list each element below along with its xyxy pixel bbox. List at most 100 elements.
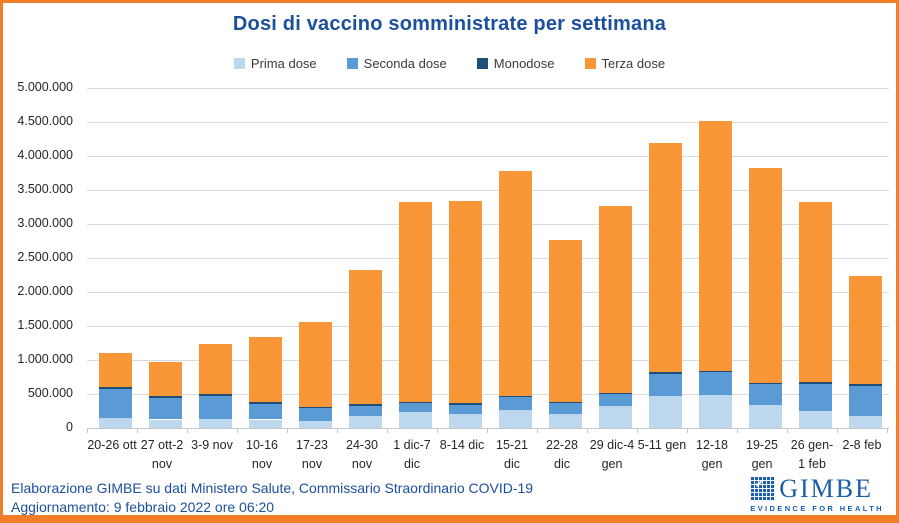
x-axis-category-label: 3-9 nov [191,438,233,452]
x-axis-line [87,428,889,429]
bar-segment-prima-dose [649,396,682,428]
bar-segment-prima-dose [349,416,382,428]
x-axis-category-label: 2-8 feb [842,438,882,452]
x-axis-tick [887,429,888,433]
x-axis-tick [787,429,788,433]
bar-segment-seconda-dose [749,384,782,405]
gridline [87,258,889,259]
x-axis-tick [187,429,188,433]
legend-label: Prima dose [250,56,317,71]
bar-segment-prima-dose [99,417,132,428]
gridline [87,122,889,123]
bar-segment-terza-dose [749,168,782,383]
gridline [87,360,889,361]
chart-title: Dosi di vaccino somministrate per settim… [232,13,667,35]
x-axis-tick [387,429,388,433]
x-axis-category-label: 10-16 nov [246,438,278,472]
x-axis-tick [837,429,838,433]
bar-segment-seconda-dose [449,405,482,415]
x-axis-tick [437,429,438,433]
gridline [87,88,889,89]
bar-segment-terza-dose [699,120,732,371]
x-axis-category-label: 5-11 gen [637,438,687,452]
bar-segment-monodose [149,396,182,398]
gridline [87,156,889,157]
bar-segment-terza-dose [499,170,532,396]
y-axis-tick-label: 3.000.000 [17,216,73,230]
logo-name: GIMBE [779,474,873,503]
x-axis-tick [137,429,138,433]
x-axis-category-label: 24-30 nov [346,438,378,472]
footer-source-text: Elaborazione GIMBE su dati Ministero Sal… [11,480,534,496]
bar-segment-prima-dose [449,414,482,428]
bar-segment-seconda-dose [99,388,132,418]
gridline [87,292,889,293]
bar-segment-terza-dose [399,202,432,402]
y-axis-tick-label: 5.000.000 [17,80,73,94]
x-axis-tick [687,429,688,433]
monodose-swatch-icon [476,58,488,69]
y-axis-tick-label: 500.000 [27,386,73,400]
x-axis-category-label: 19-25 gen [746,438,778,472]
bar-segment-seconda-dose [649,373,682,397]
bar-segment-terza-dose [649,143,682,372]
legend: Prima dose Seconda dose Monodose Terza d… [3,56,896,71]
x-axis-category-label: 1 dic-7 dic [393,438,431,472]
bar-segment-monodose [849,384,882,386]
terza-dose-swatch-icon [584,58,596,69]
x-axis-category-label: 22-28 dic [546,438,578,472]
check-icon: ✔ [755,479,763,489]
x-axis-tick [487,429,488,433]
bar-segment-terza-dose [849,276,882,385]
bar-segment-prima-dose [149,419,182,428]
x-axis-tick [287,429,288,433]
bar-segment-terza-dose [249,336,282,402]
bar-segment-seconda-dose [799,383,832,411]
bar-segment-monodose [799,382,832,384]
gridline [87,326,889,327]
bar-segment-prima-dose [199,418,232,428]
x-axis-category-label: 29 dic-4 gen [589,438,635,472]
x-axis-category-label: 8-14 dic [439,438,485,452]
x-axis-category-label: 15-21 dic [496,438,528,472]
x-axis-category-label: 27 ott-2 nov [140,438,184,472]
bar-segment-terza-dose [549,240,582,403]
gimbe-logo: ✔ GIMBE EVIDENCE FOR HEALTH [750,476,884,513]
y-axis-tick-label: 4.500.000 [17,114,73,128]
bar-segment-monodose [449,403,482,406]
legend-item-seconda-dose: Seconda dose [346,56,447,71]
gridline [87,190,889,191]
bar-segment-prima-dose [549,414,582,428]
bar-segment-seconda-dose [849,385,882,416]
bar-segment-prima-dose [299,420,332,428]
footer-update-text: Aggiornamento: 9 febbraio 2022 ore 06:20 [11,499,275,515]
bar-segment-terza-dose [149,362,182,397]
bar-segment-terza-dose [599,206,632,393]
bar-segment-seconda-dose [599,394,632,406]
x-axis-category-label: 17-23 nov [296,438,328,472]
y-axis-tick-label: 3.500.000 [17,182,73,196]
x-axis-category-label: 20-26 ott [87,438,137,452]
bar-segment-monodose [649,371,682,374]
x-axis-tick [637,429,638,433]
x-axis-tick [87,429,88,433]
logo-tagline: EVIDENCE FOR HEALTH [750,504,884,513]
y-axis-tick-label: 2.000.000 [17,284,73,298]
bar-segment-seconda-dose [249,403,282,420]
x-axis-tick [237,429,238,433]
bar-segment-seconda-dose [149,397,182,420]
bar-segment-prima-dose [699,394,732,428]
x-axis-category-label: 12-18 gen [696,438,728,472]
x-axis-tick [737,429,738,433]
bar-segment-prima-dose [799,411,832,428]
x-axis-category-label: 26 gen- 1 feb [790,438,834,472]
bottom-orange-strip [3,515,896,523]
bar-segment-monodose [249,401,282,404]
y-axis-tick-label: 2.500.000 [17,250,73,264]
bar-segment-monodose [99,386,132,389]
bar-segment-terza-dose [449,201,482,404]
legend-item-terza-dose: Terza dose [584,56,665,71]
bar-segment-seconda-dose [699,372,732,395]
bar-segment-prima-dose [599,405,632,428]
bar-segment-prima-dose [399,412,432,428]
